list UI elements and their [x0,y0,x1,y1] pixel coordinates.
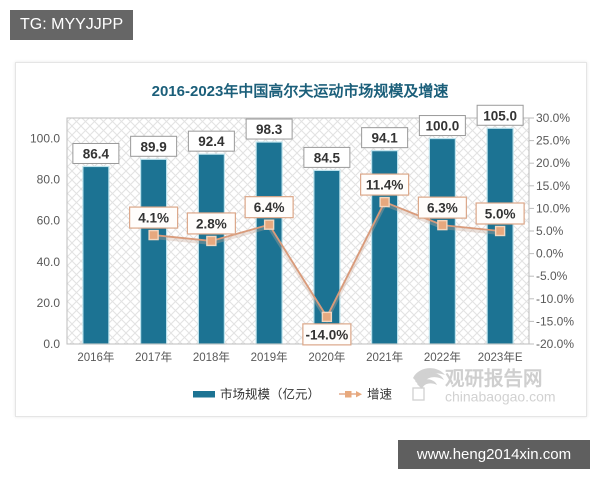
svg-text:98.3: 98.3 [256,122,283,137]
svg-text:2018年: 2018年 [193,350,230,364]
svg-text:92.4: 92.4 [198,134,225,149]
svg-text:-10.0%: -10.0% [536,292,574,306]
svg-text:30.0%: 30.0% [536,111,570,125]
svg-text:-5.0%: -5.0% [536,269,568,283]
svg-text:5.0%: 5.0% [485,207,516,222]
svg-text:2019年: 2019年 [251,350,288,364]
svg-text:100.0: 100.0 [425,119,459,134]
svg-text:2.8%: 2.8% [196,216,227,231]
svg-text:2017年: 2017年 [135,350,172,364]
svg-text:chinabaogao.com: chinabaogao.com [445,389,556,405]
svg-text:0.0: 0.0 [43,337,60,351]
svg-text:15.0%: 15.0% [536,179,570,193]
svg-text:86.4: 86.4 [83,146,110,161]
svg-text:25.0%: 25.0% [536,134,570,148]
svg-text:105.0: 105.0 [483,108,517,123]
svg-text:2021年: 2021年 [366,350,403,364]
svg-text:-14.0%: -14.0% [305,327,348,342]
svg-text:89.9: 89.9 [140,139,166,154]
svg-text:60.0: 60.0 [37,214,61,228]
svg-text:6.4%: 6.4% [254,200,285,215]
svg-text:20.0: 20.0 [37,296,61,310]
svg-text:观研报告网: 观研报告网 [445,367,543,390]
svg-text:40.0: 40.0 [37,255,61,269]
svg-text:100.0: 100.0 [30,132,60,146]
svg-text:10.0%: 10.0% [536,201,570,215]
svg-text:6.3%: 6.3% [427,201,458,216]
svg-text:80.0: 80.0 [37,173,61,187]
svg-text:84.5: 84.5 [314,150,341,165]
svg-text:2020年: 2020年 [308,350,345,364]
svg-text:5.0%: 5.0% [536,224,564,238]
svg-text:市场规模（亿元）: 市场规模（亿元） [220,387,320,401]
svg-text:20.0%: 20.0% [536,156,570,170]
svg-text:0.0%: 0.0% [536,247,564,261]
svg-text:11.4%: 11.4% [366,178,404,193]
svg-text:-15.0%: -15.0% [536,314,574,328]
svg-text:94.1: 94.1 [371,131,398,146]
svg-text:4.1%: 4.1% [138,211,169,226]
svg-text:增速: 增速 [367,387,393,401]
svg-text:-20.0%: -20.0% [536,337,574,351]
svg-text:2016年: 2016年 [77,350,114,364]
